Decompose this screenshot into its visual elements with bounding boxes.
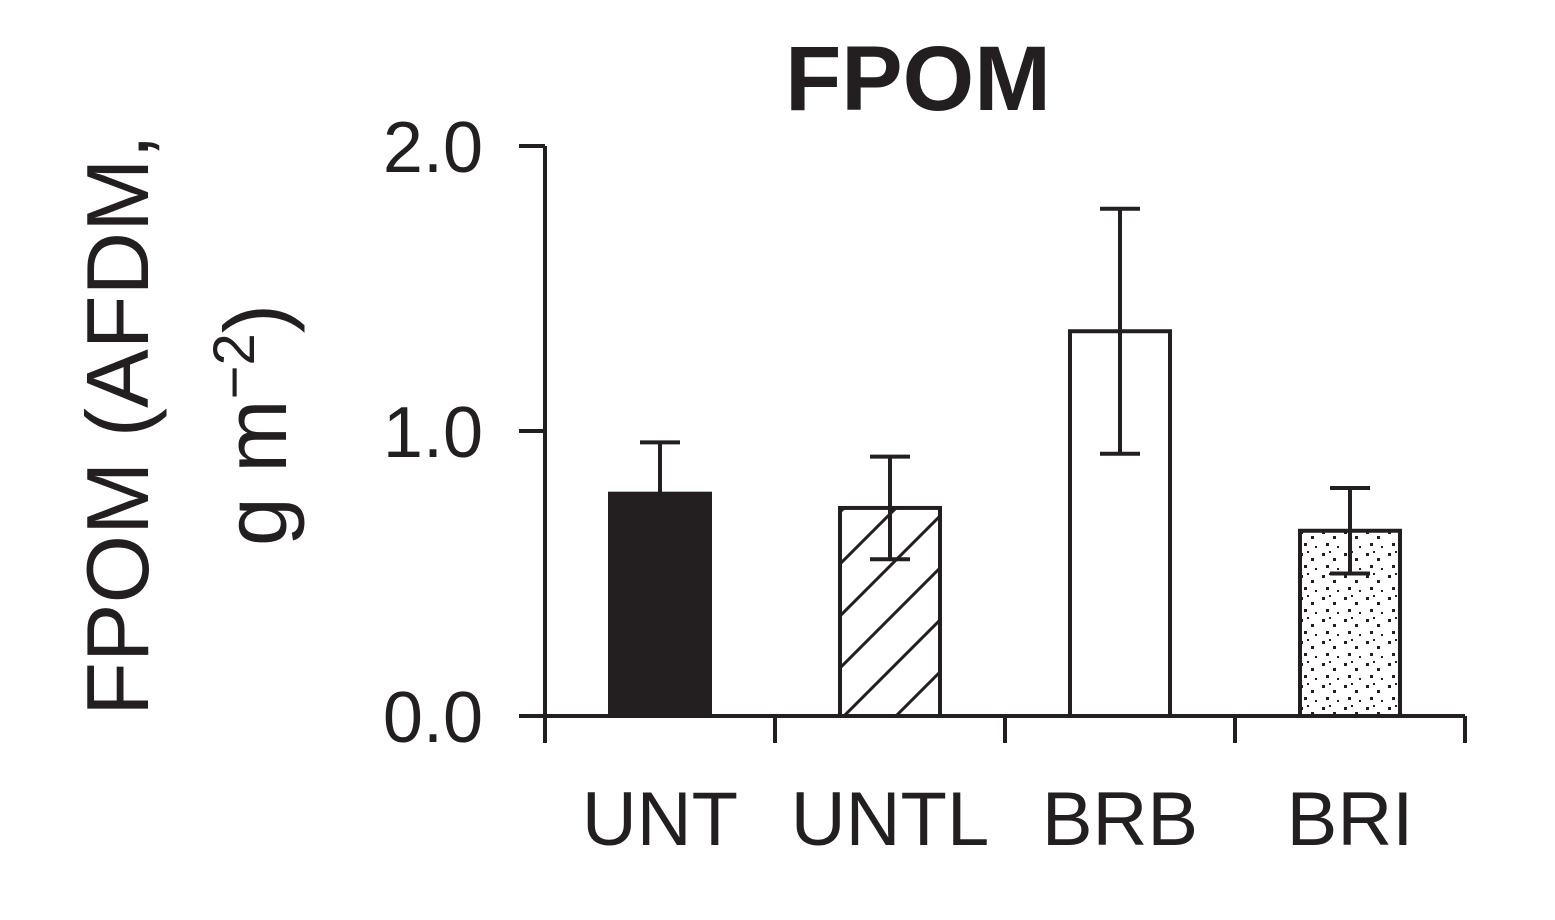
error-bar-unt	[640, 440, 680, 547]
x-axis	[519, 714, 1467, 743]
y-axis-label-exponent: −2	[202, 333, 267, 399]
y-axis-label-line2: g m−2)	[202, 304, 305, 546]
x-tick-label-unt: UNT	[582, 777, 738, 862]
error-bar-untl	[870, 454, 910, 562]
x-tick-label-bri: BRI	[1287, 777, 1414, 862]
y-axis-label-unit: g m	[206, 399, 305, 546]
chart-title: FPOM	[785, 28, 1051, 130]
y-axis-label: FPOM (AFDM, g m−2)	[68, 134, 305, 716]
error-bars	[640, 206, 1370, 576]
y-tick-label: 2.0	[383, 108, 483, 188]
y-tick-label: 1.0	[383, 393, 483, 473]
y-axis-label-close: )	[206, 304, 305, 333]
y-axis: 0.0 1.0 2.0	[383, 108, 547, 758]
y-axis-label-line1: FPOM (AFDM,	[68, 134, 167, 716]
x-labels: UNT UNTL BRB BRI	[582, 777, 1413, 862]
x-tick-label-brb: BRB	[1042, 777, 1198, 862]
error-bar-brb	[1100, 206, 1140, 456]
error-bar-bri	[1330, 486, 1370, 576]
x-tick-label-untl: UNTL	[791, 777, 989, 862]
bar-brb	[1068, 329, 1172, 718]
y-tick-label: 0.0	[383, 678, 483, 758]
bars	[608, 329, 1402, 719]
